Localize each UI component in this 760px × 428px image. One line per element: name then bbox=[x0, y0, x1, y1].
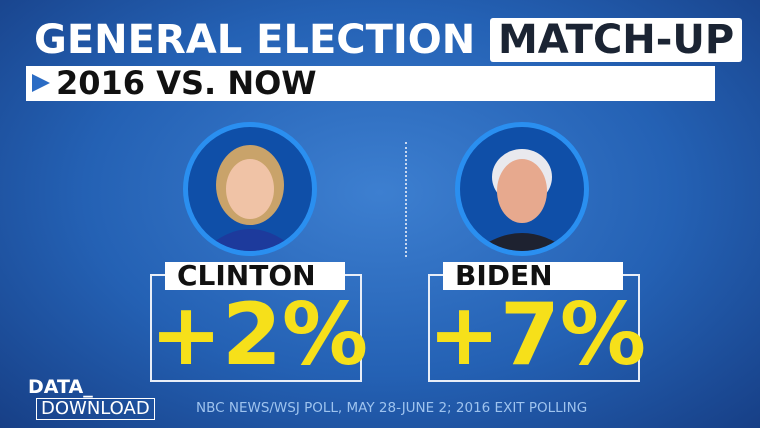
source: NBC NEWS/WSJ POLL, MAY 28-JUNE 2; 2016 E… bbox=[196, 400, 588, 416]
divider bbox=[405, 142, 407, 257]
portrait bbox=[183, 122, 317, 256]
portrait-art bbox=[475, 149, 569, 251]
candidate-name: CLINTON bbox=[165, 262, 345, 290]
brand: DOWNLOAD bbox=[36, 398, 155, 420]
subtitle-bar bbox=[26, 66, 715, 101]
brand: DATA_ bbox=[28, 376, 93, 398]
candidate-name: BIDEN bbox=[443, 262, 623, 290]
title-highlight: MATCH-UP bbox=[490, 18, 743, 62]
portrait bbox=[455, 122, 589, 256]
title: GENERAL ELECTION bbox=[34, 17, 476, 63]
candidate-margin: +7% bbox=[428, 285, 647, 385]
subtitle: 2016 VS. NOW bbox=[56, 64, 317, 102]
arrow-icon bbox=[32, 74, 50, 92]
portrait-art bbox=[203, 145, 297, 251]
candidate-margin: +2% bbox=[150, 285, 369, 385]
